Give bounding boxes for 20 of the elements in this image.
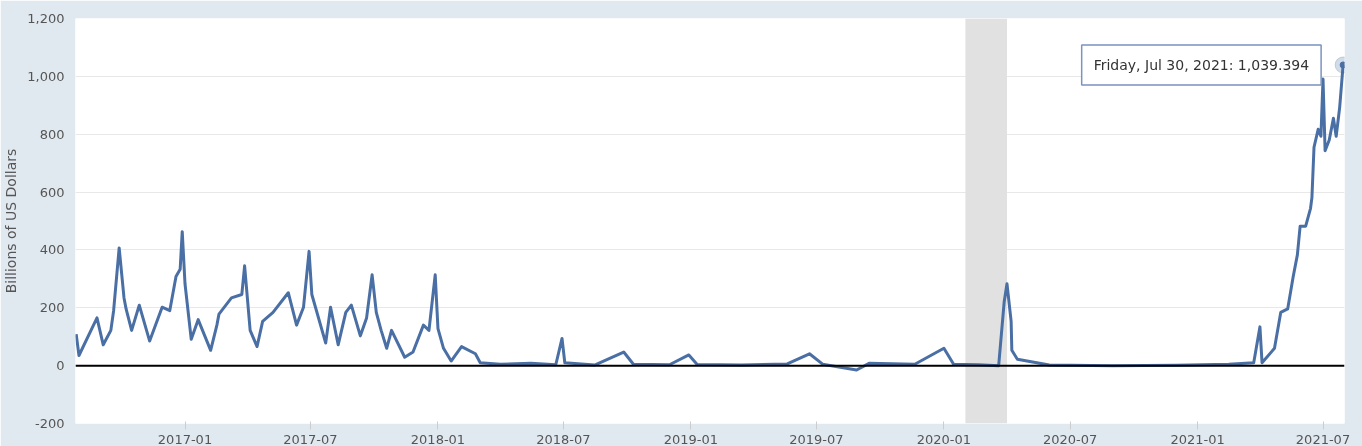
x-tick-label: 2019-07: [789, 431, 844, 446]
y-tick-label: 0: [56, 358, 65, 374]
x-tick-label: 2020-01: [916, 431, 972, 446]
x-tick-label: 2019-01: [663, 431, 719, 446]
y-tick-label: 600: [39, 184, 65, 200]
x-tick-label: 2020-07: [1042, 431, 1098, 446]
y-tick-label: 800: [39, 126, 65, 142]
x-tick-label: 2017-07: [283, 431, 338, 446]
annotation: Friday, Jul 30, 2021: 1,039.394: [1093, 56, 1310, 73]
y-axis-title: Billions of US Dollars: [3, 148, 20, 294]
x-tick-label: 2018-07: [536, 431, 591, 446]
y-tick-label: -200: [35, 416, 65, 431]
x-tick-label: 2017-01: [157, 431, 213, 446]
y-tick-label: 400: [39, 242, 65, 258]
y-tick-label: 1,200: [27, 11, 65, 26]
x-tick-label: 2021-01: [1170, 431, 1225, 446]
x-tick-label: 2018-01: [410, 431, 466, 446]
y-tick-label: 200: [39, 300, 65, 316]
y-tick-label: 1,000: [27, 68, 65, 84]
x-tick-label: 2021-07: [1295, 431, 1351, 446]
